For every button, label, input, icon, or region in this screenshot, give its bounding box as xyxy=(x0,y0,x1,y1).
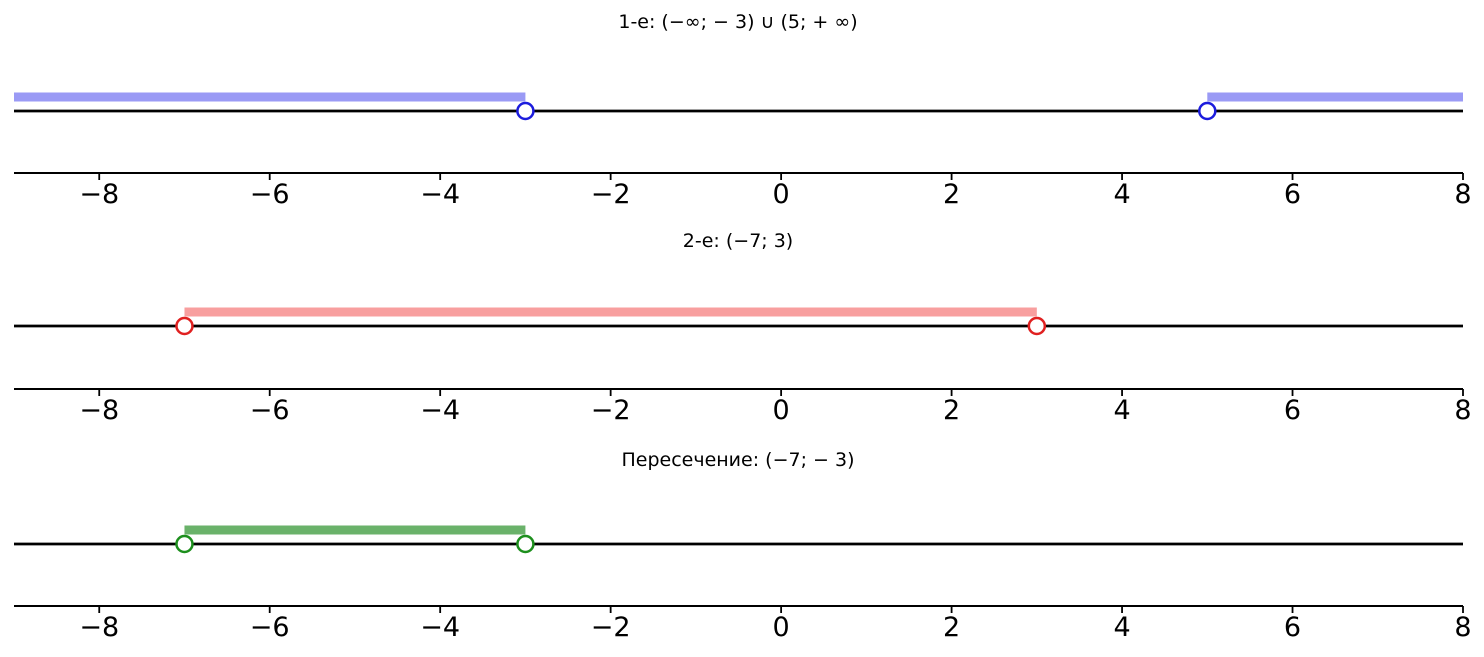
panel-1-title: 1-е: (−∞; − 3) ∪ (5; + ∞) xyxy=(618,11,857,33)
interval-band-blue xyxy=(14,92,526,102)
panel-intersection: −8 −6 −4 −2 0 2 4 6 8 xyxy=(14,525,1472,643)
tick-label: 8 xyxy=(1454,612,1471,643)
tick-label: −4 xyxy=(420,395,460,426)
tick-label: −6 xyxy=(250,612,290,643)
tick-label: 6 xyxy=(1284,612,1301,643)
tick-label: 6 xyxy=(1284,395,1301,426)
tick-label: 0 xyxy=(773,179,790,210)
tick-label: −8 xyxy=(79,179,119,210)
open-endpoint-green xyxy=(175,534,194,554)
tick-label: 6 xyxy=(1284,179,1301,210)
open-endpoint-blue xyxy=(1198,101,1217,121)
tick-label: 0 xyxy=(773,612,790,643)
tick-label: −8 xyxy=(79,395,119,426)
tick-label: −2 xyxy=(591,179,631,210)
interval-band-green xyxy=(184,525,526,535)
tick-label: −4 xyxy=(420,612,460,643)
open-endpoint-red xyxy=(1027,316,1047,336)
panel-set-2: −8 −6 −4 −2 0 2 4 6 8 xyxy=(14,307,1472,426)
tick-label: −6 xyxy=(250,179,290,210)
tick-label: 2 xyxy=(943,612,960,643)
tick-label: −8 xyxy=(79,612,119,643)
panel-2-title: 2-е: (−7; 3) xyxy=(683,230,793,252)
tick-label: −6 xyxy=(250,395,290,426)
tick-label: 4 xyxy=(1113,179,1130,210)
tick-label: 8 xyxy=(1454,395,1471,426)
open-endpoint-red xyxy=(175,316,194,336)
tick-label: 0 xyxy=(773,395,790,426)
tick-label: −4 xyxy=(420,179,460,210)
tick-label: 2 xyxy=(943,179,960,210)
interval-band-red xyxy=(184,307,1037,317)
tick-label: 8 xyxy=(1454,179,1471,210)
tick-label: 2 xyxy=(943,395,960,426)
tick-label: −2 xyxy=(591,395,631,426)
open-endpoint-green xyxy=(516,534,535,554)
panel-set-1: −8 −6 −4 −2 0 2 4 6 8 xyxy=(14,92,1472,210)
tick-label: 4 xyxy=(1113,612,1130,643)
open-endpoint-blue xyxy=(516,101,535,121)
tick-label: 4 xyxy=(1113,395,1130,426)
interval-band-blue xyxy=(1207,92,1463,102)
panel-3-title: Пересечение: (−7; − 3) xyxy=(621,449,854,471)
tick-label: −2 xyxy=(591,612,631,643)
